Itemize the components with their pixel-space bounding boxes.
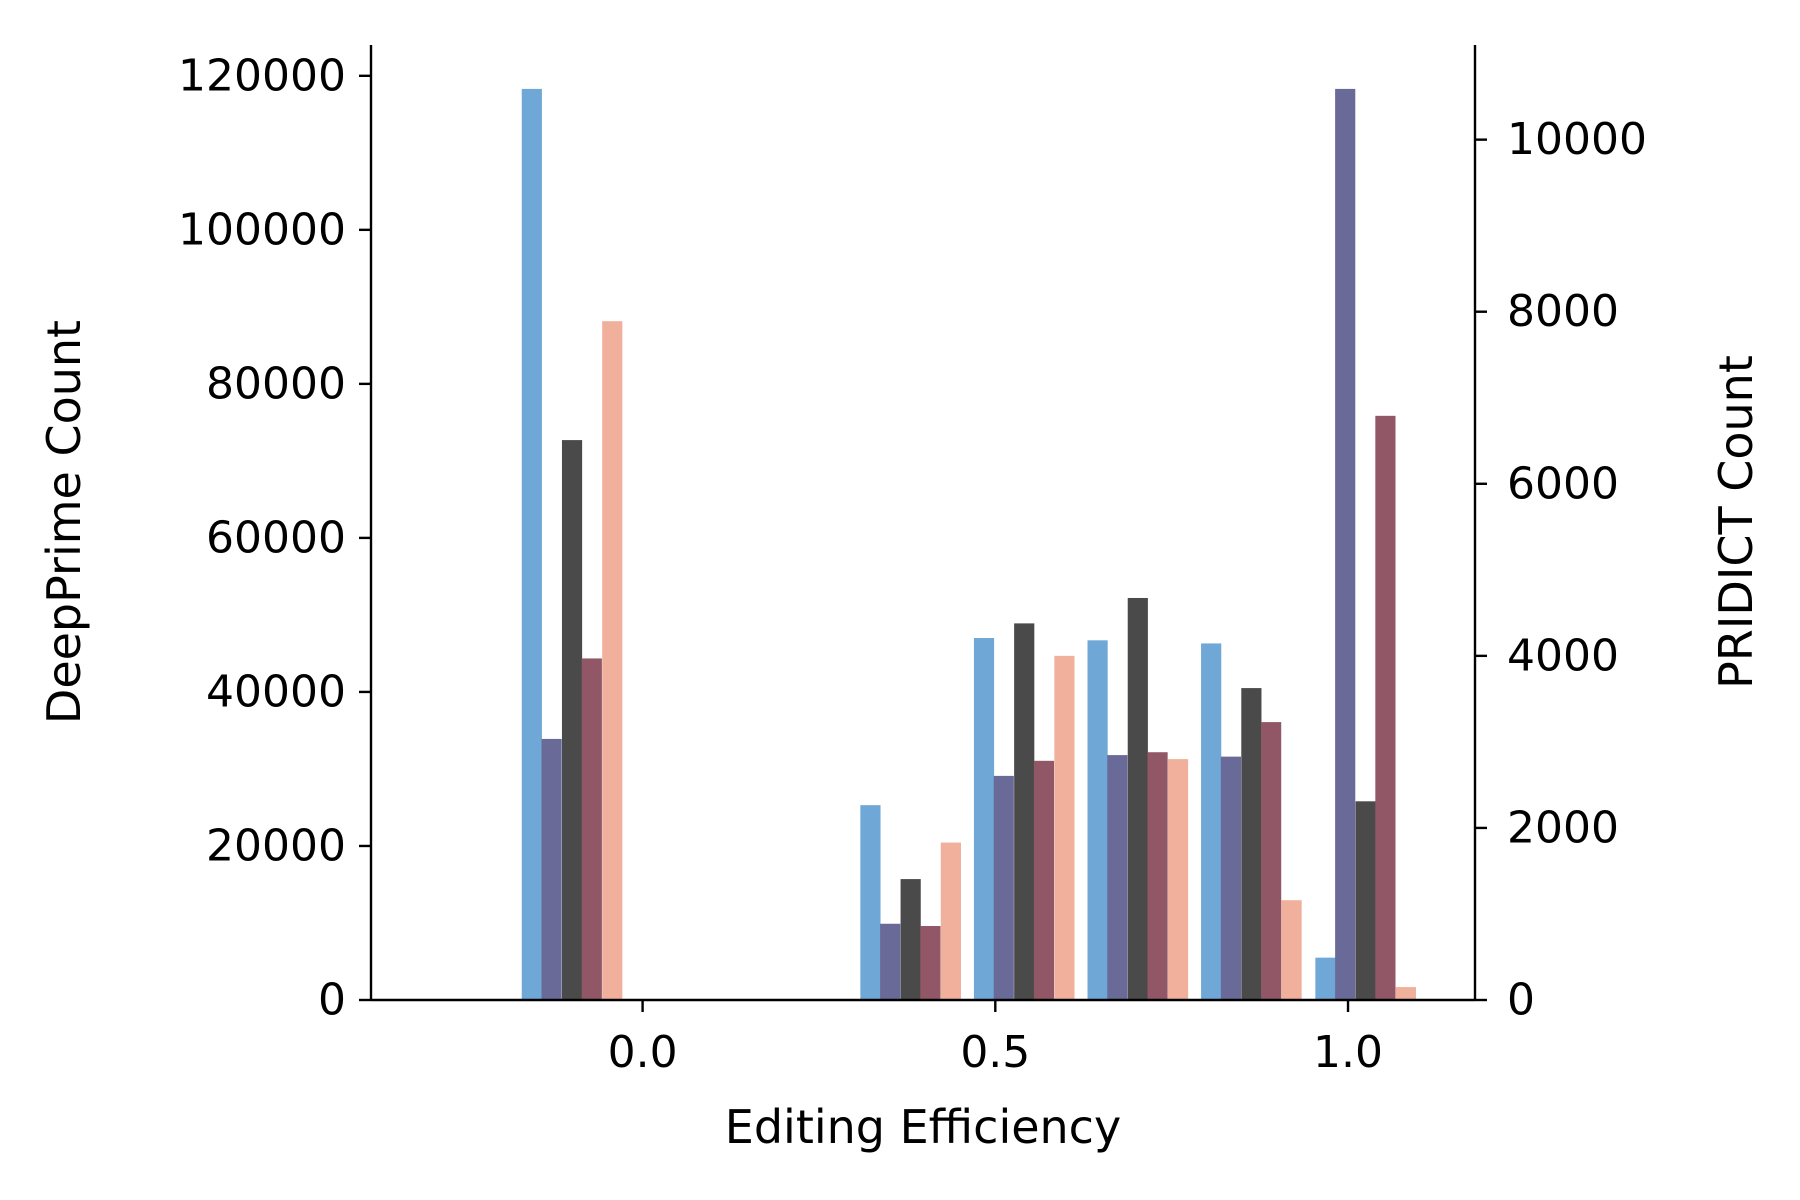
x-tick-label: 0.0 [608, 1027, 678, 1078]
bar-series-1-bin-1 [521, 88, 542, 1000]
x-axis-label: Editing Efficiency [725, 1100, 1121, 1154]
y-tick-label: 80000 [206, 358, 346, 409]
bar-series-5-bin-5 [1281, 900, 1302, 1000]
y-tick-label: 100000 [178, 204, 346, 255]
ticks-group: 0.0 0.5 1.00200004000060000800001000001200… [178, 50, 1647, 1078]
bar-series-3-bin-1 [561, 440, 583, 1001]
bar-series-4-bin-2 [920, 926, 941, 1000]
y-axis-label: DeepPrime Count [37, 320, 91, 724]
y-tick-label: 120000 [178, 50, 346, 101]
axes-group [369, 45, 1477, 1002]
bar-series-3-bin-3 [1014, 623, 1035, 1000]
y2-tick-label: 6000 [1507, 458, 1619, 509]
bar-series-2-bin-3 [993, 775, 1014, 1000]
bar-series-5-bin-6 [1395, 987, 1416, 1000]
bar-series-4-bin-1 [581, 658, 602, 1000]
y2-tick-label: 4000 [1507, 630, 1619, 681]
bar-series-2-bin-1 [541, 738, 562, 1000]
bar-series-2-bin-4 [1107, 755, 1128, 1000]
bar-series-4-bin-3 [1033, 760, 1055, 1000]
y2-tick-label: 2000 [1507, 802, 1619, 853]
x-tick-label: 1.0 [1313, 1027, 1383, 1078]
bar-series-1-bin-6 [1315, 957, 1336, 1000]
y-tick-label: 40000 [206, 666, 346, 717]
bar-series-2-bin-6 [1335, 88, 1356, 1000]
bar-series-2-bin-5 [1220, 756, 1242, 1000]
bar-series-5-bin-4 [1167, 759, 1189, 1000]
bar-series-5-bin-1 [602, 321, 623, 1000]
y-tick-label: 0 [318, 975, 346, 1026]
y2-tick-label: 10000 [1507, 114, 1647, 165]
bar-series-3-bin-4 [1127, 597, 1148, 1000]
bar-series-1-bin-2 [860, 805, 881, 1000]
y-tick-label: 20000 [206, 820, 346, 871]
bar-series-4-bin-6 [1375, 415, 1396, 1000]
bar-series-1-bin-4 [1087, 640, 1108, 1000]
y-tick-label: 60000 [206, 512, 346, 563]
bar-series-4-bin-5 [1261, 722, 1282, 1000]
bar-series-5-bin-3 [1054, 655, 1075, 1000]
bar-series-1-bin-3 [973, 638, 995, 1000]
bar-series-2-bin-2 [880, 923, 901, 1000]
bar-series-3-bin-2 [900, 879, 921, 1000]
bar-series-3-bin-6 [1355, 801, 1376, 1000]
y2-tick-label: 8000 [1507, 286, 1619, 337]
x-tick-label: 0.5 [960, 1027, 1030, 1078]
bar-series-1-bin-5 [1201, 643, 1222, 1000]
y2-tick-label: 0 [1507, 975, 1535, 1026]
y2-axis-label: PRIDICT Count [1709, 355, 1763, 689]
bar-series-5-bin-2 [940, 842, 961, 1000]
bar-series-4-bin-4 [1147, 752, 1168, 1000]
bar-series-3-bin-5 [1241, 688, 1262, 1000]
bars-group [521, 88, 1416, 1001]
